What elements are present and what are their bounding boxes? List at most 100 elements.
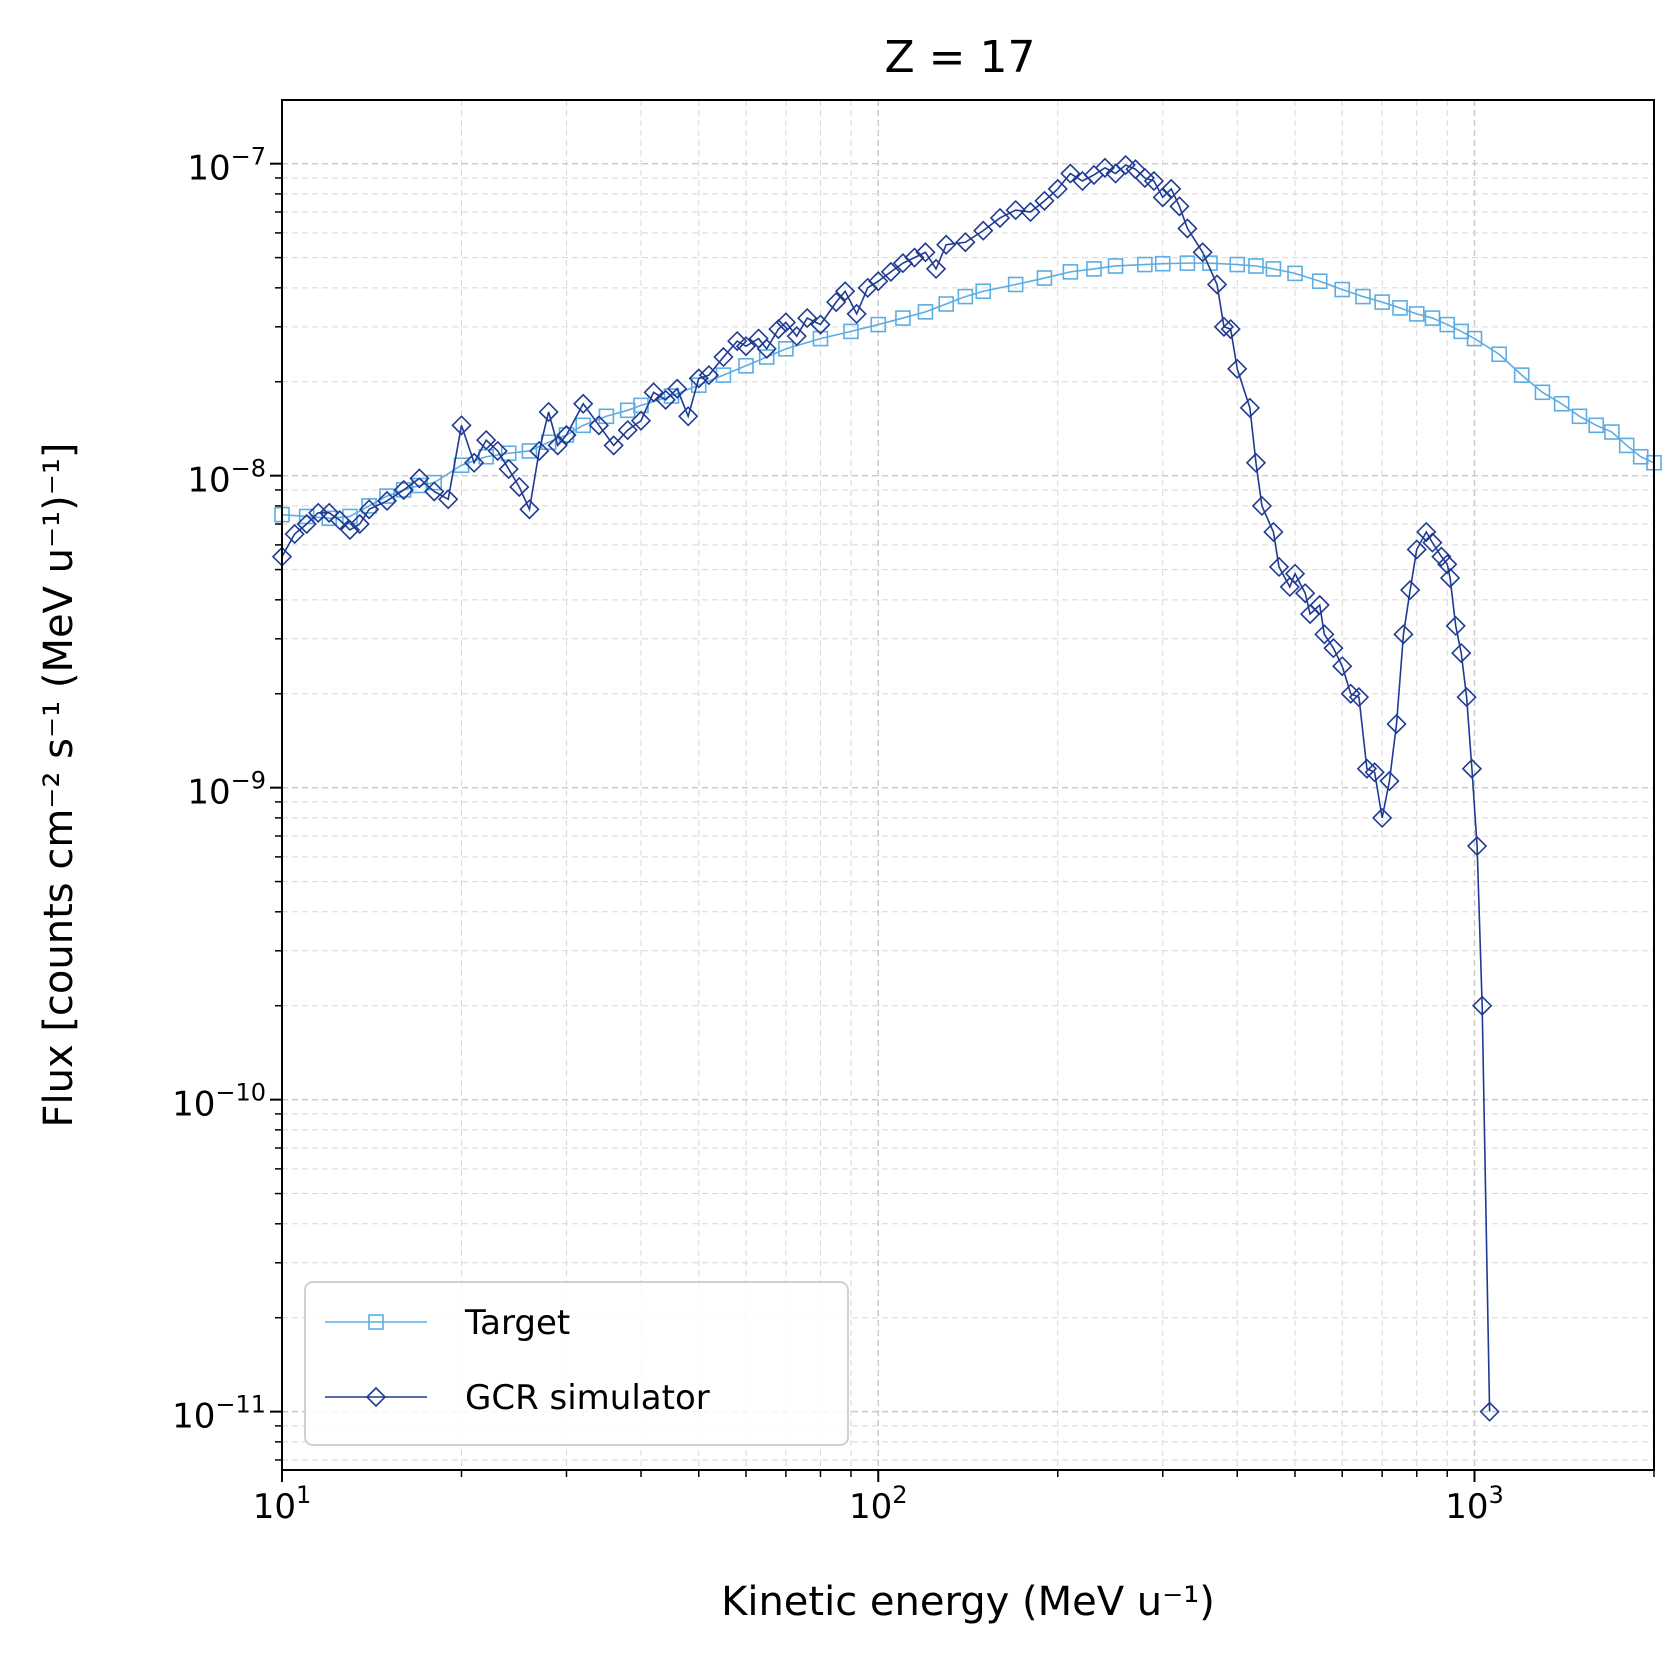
data-point bbox=[1422, 532, 1443, 553]
data-point bbox=[1386, 713, 1407, 735]
data-point bbox=[1094, 157, 1116, 178]
y-axis-label: Flux [counts cm⁻² s⁻¹ (MeV u⁻¹)⁻¹] bbox=[36, 442, 82, 1127]
data-point bbox=[1239, 397, 1261, 418]
data-point bbox=[786, 326, 807, 347]
data-point bbox=[1206, 274, 1228, 295]
data-point bbox=[1169, 196, 1190, 217]
data-point bbox=[975, 283, 992, 300]
data-point bbox=[835, 281, 856, 302]
legend: Target GCR simulator bbox=[304, 1281, 849, 1446]
data-point bbox=[846, 303, 867, 325]
data-point bbox=[810, 314, 831, 335]
data-point bbox=[904, 247, 925, 268]
data-point bbox=[1047, 178, 1068, 200]
data-point bbox=[498, 458, 519, 480]
data-point bbox=[1323, 638, 1344, 659]
data-point bbox=[1192, 242, 1213, 263]
x-tick-label: 103 bbox=[1445, 1481, 1504, 1527]
x-axis-label: Kinetic energy (MeV u⁻¹) bbox=[721, 1579, 1215, 1625]
data-point bbox=[667, 378, 688, 399]
data-point bbox=[756, 338, 777, 359]
data-point bbox=[342, 508, 358, 525]
data-point bbox=[329, 510, 350, 531]
data-point bbox=[1571, 408, 1588, 425]
y-tick-label: 10−10 bbox=[172, 1079, 266, 1125]
data-point bbox=[797, 307, 818, 329]
series-target bbox=[274, 255, 1662, 527]
data-point bbox=[1154, 255, 1171, 272]
data-point bbox=[1406, 539, 1427, 560]
data-point bbox=[1553, 395, 1570, 412]
data-point bbox=[989, 207, 1011, 229]
data-point bbox=[1220, 318, 1241, 340]
data-point bbox=[1036, 270, 1053, 286]
data-point bbox=[1115, 154, 1136, 176]
data-point bbox=[1334, 281, 1351, 298]
data-point bbox=[617, 419, 638, 441]
data-point bbox=[1034, 190, 1055, 211]
grid-lines bbox=[281, 100, 1655, 1470]
data-point bbox=[558, 427, 575, 443]
data-point bbox=[1604, 424, 1620, 440]
y-tick-label: 10−8 bbox=[187, 455, 266, 501]
y-tick-label: 10−9 bbox=[187, 767, 266, 813]
data-point bbox=[1439, 567, 1461, 589]
data-point bbox=[1392, 300, 1408, 316]
data-point bbox=[1431, 546, 1452, 567]
data-point bbox=[1618, 437, 1635, 454]
x-tick-label: 102 bbox=[849, 1481, 908, 1527]
legend-label: GCR simulator bbox=[465, 1378, 710, 1418]
data-point bbox=[349, 513, 370, 535]
data-point bbox=[1461, 758, 1483, 779]
data-point bbox=[1245, 452, 1267, 473]
data-point bbox=[1295, 583, 1316, 604]
data-point bbox=[395, 482, 412, 498]
data-point bbox=[1284, 563, 1306, 584]
data-point bbox=[393, 479, 414, 501]
series-line bbox=[281, 164, 1491, 1412]
data-point bbox=[358, 499, 380, 520]
data-point bbox=[1309, 594, 1330, 616]
data-point bbox=[727, 330, 748, 352]
data-point bbox=[556, 424, 577, 446]
data-point bbox=[521, 443, 538, 459]
data-point bbox=[296, 513, 317, 535]
data-point bbox=[1372, 807, 1393, 829]
data-point bbox=[1534, 384, 1551, 401]
data-point bbox=[938, 296, 954, 312]
x-tick-label: 101 bbox=[253, 1481, 312, 1527]
data-point bbox=[843, 323, 859, 340]
legend-swatch-marker bbox=[365, 1386, 387, 1408]
data-point bbox=[1287, 265, 1303, 282]
data-point bbox=[1179, 255, 1196, 271]
data-point bbox=[409, 468, 430, 489]
data-point bbox=[1588, 417, 1605, 434]
legend-item: GCR simulator bbox=[325, 1378, 710, 1418]
data-point bbox=[1279, 576, 1300, 598]
data-point bbox=[588, 415, 610, 436]
data-point bbox=[895, 310, 911, 326]
axis-ticks: 101 102 103 10−7 10−8 10−9 10−10 10−11 bbox=[172, 143, 1655, 1527]
legend-box bbox=[304, 1281, 849, 1446]
data-point bbox=[1086, 261, 1102, 277]
data-point bbox=[826, 291, 847, 313]
data-point bbox=[463, 452, 485, 473]
data-point bbox=[1437, 554, 1458, 575]
data-point bbox=[1263, 521, 1284, 543]
data-point bbox=[573, 393, 594, 414]
data-point bbox=[1400, 579, 1421, 601]
data-point bbox=[519, 499, 540, 520]
data-point bbox=[509, 476, 530, 498]
data-point bbox=[678, 406, 699, 427]
data-point bbox=[1227, 358, 1248, 379]
data-point bbox=[1491, 346, 1507, 363]
y-tick-label: 10−7 bbox=[187, 143, 266, 189]
data-point bbox=[339, 519, 361, 541]
data-point bbox=[1332, 656, 1353, 677]
data-point bbox=[1513, 367, 1530, 383]
legend-item: Target bbox=[325, 1303, 570, 1343]
data-point bbox=[1355, 288, 1371, 305]
data-point bbox=[1424, 310, 1441, 326]
data-point bbox=[917, 304, 934, 320]
data-point bbox=[547, 435, 568, 456]
